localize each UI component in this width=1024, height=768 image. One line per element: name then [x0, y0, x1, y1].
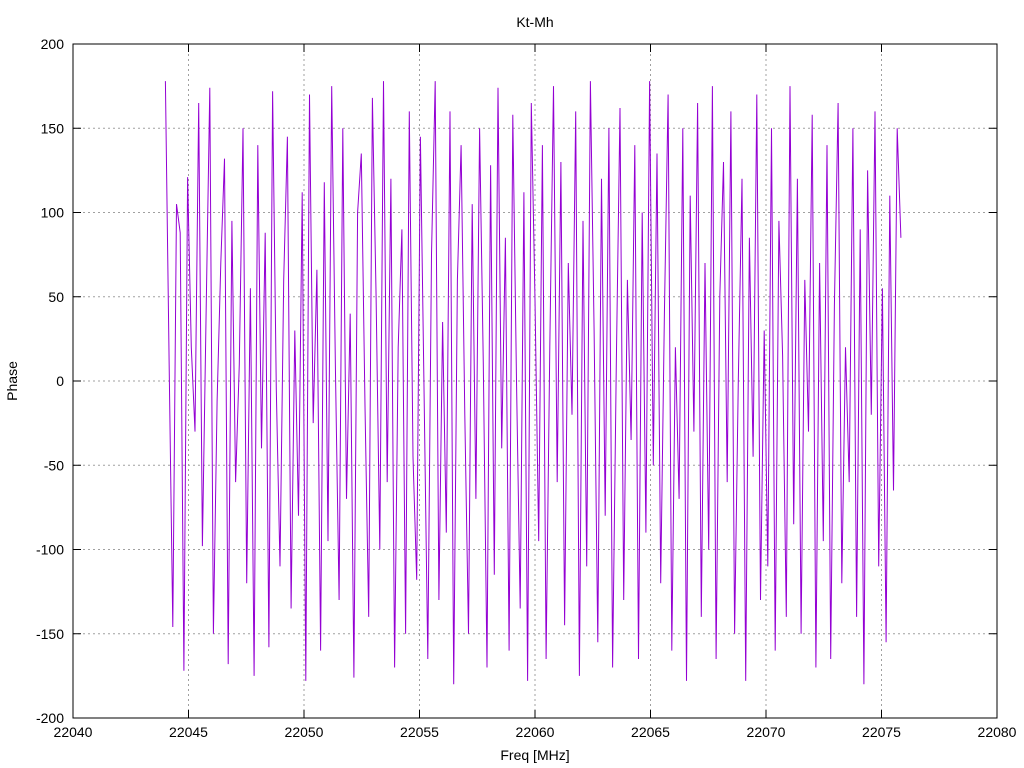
y-tick-label: -50	[44, 457, 64, 473]
x-tick-label: 22040	[54, 724, 93, 740]
x-axis-label: Freq [MHz]	[500, 747, 569, 763]
y-axis-label: Phase	[4, 361, 20, 401]
axis-ticks: 22040 22045 22050 22055 22060 22065 22070 22075…	[36, 36, 1017, 740]
y-tick-label: -200	[36, 710, 64, 726]
x-tick-label: 22055	[400, 724, 439, 740]
x-tick-label: 22070	[747, 724, 786, 740]
y-tick-label: 0	[56, 373, 64, 389]
chart-title: Kt-Mh	[516, 14, 553, 30]
y-tick-label: 100	[41, 205, 65, 221]
x-tick-label: 22045	[169, 724, 208, 740]
y-tick-label: 50	[48, 289, 64, 305]
phase-series-line	[164, 81, 902, 685]
x-tick-label: 22060	[516, 724, 555, 740]
x-tick-label: 22050	[285, 724, 324, 740]
x-tick-label: 22065	[631, 724, 670, 740]
x-tick-label: 22075	[862, 724, 901, 740]
x-tick-label: 22080	[978, 724, 1017, 740]
series-layer	[164, 81, 902, 685]
y-tick-label: 150	[41, 120, 65, 136]
y-tick-label: 200	[41, 36, 65, 52]
y-tick-label: -100	[36, 542, 64, 558]
y-tick-label: -150	[36, 626, 64, 642]
